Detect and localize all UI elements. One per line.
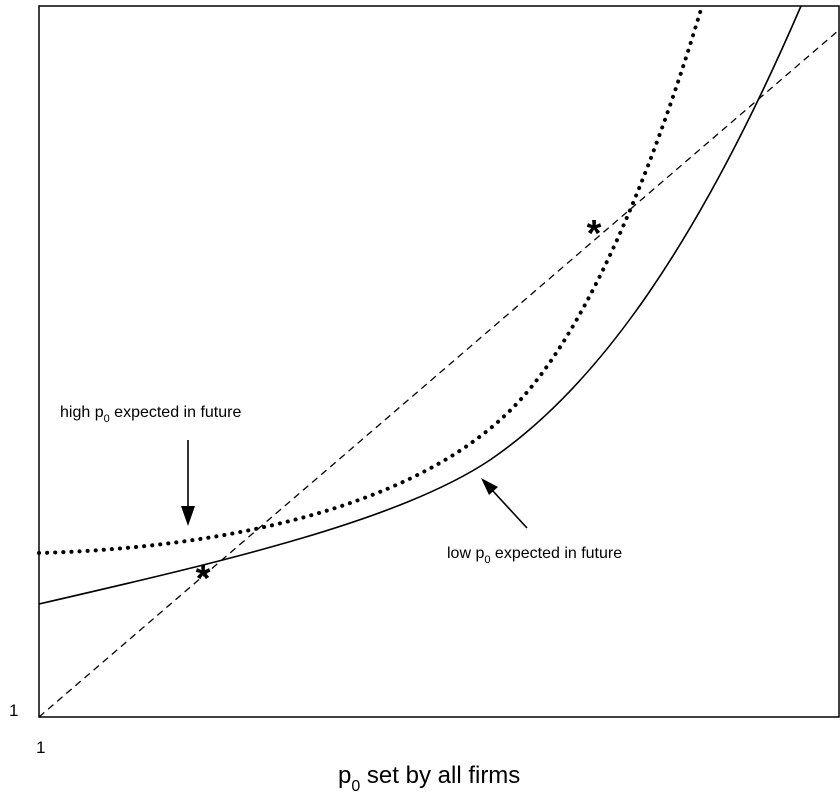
x-axis-title: p0 set by all firms [338, 762, 520, 795]
high-expectation-curve [37, 4, 704, 555]
high-expectation-label: high p0 expected in future [60, 404, 241, 425]
x-tick-label-origin: 1 [36, 738, 45, 757]
low-annotation-arrow [481, 478, 528, 529]
low-expectation-curve [38, 5, 802, 605]
high-annotation-arrow [181, 440, 195, 526]
equilibrium-marker-low: * [196, 558, 211, 600]
equilibrium-marker-high: * [587, 213, 602, 255]
y-tick-label-origin: 1 [9, 701, 18, 720]
plot-frame [38, 5, 840, 718]
low-expectation-label: low p0 expected in future [447, 545, 622, 566]
reference-45-degree-line [38, 29, 840, 718]
